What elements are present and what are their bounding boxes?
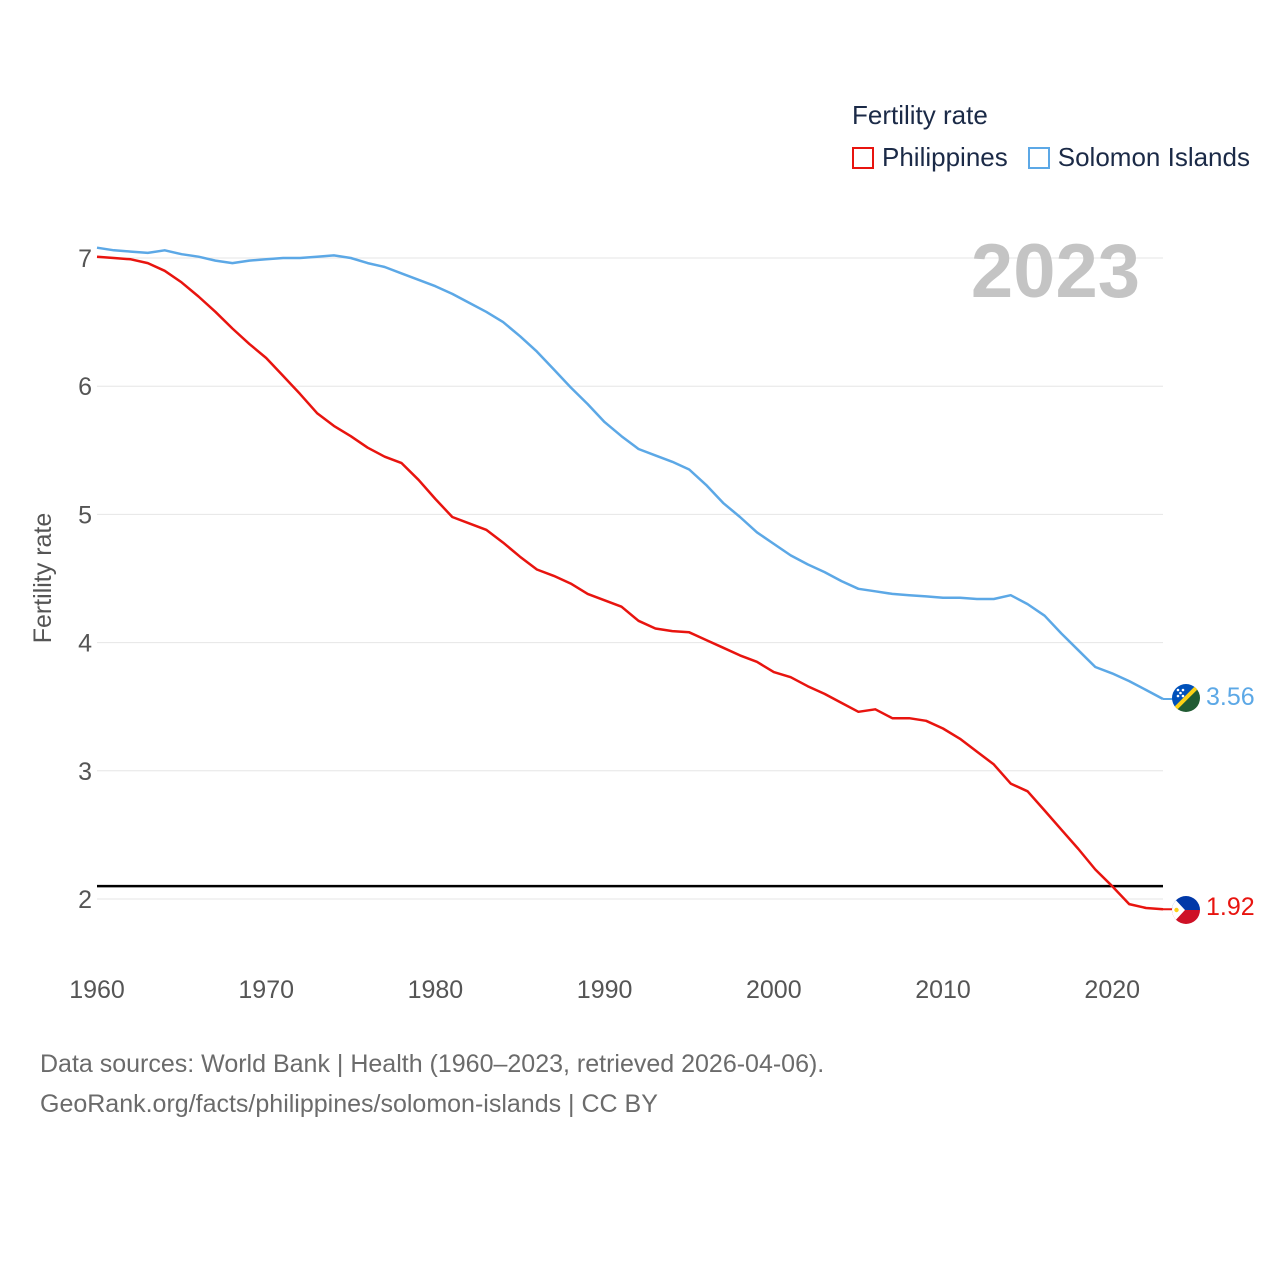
source-line-1: Data sources: World Bank | Health (1960–… [40, 1050, 825, 1078]
x-tick-label: 2010 [915, 976, 971, 1004]
legend-title: Fertility rate [852, 100, 988, 130]
source-note: Data sources: World Bank | Health (1960–… [40, 1044, 824, 1124]
axis-tick-labels: 2 3 4 5 6 7 1960 1970 1980 1990 2000 2010 2020 [69, 245, 1140, 1004]
y-tick-label: 3 [78, 758, 92, 786]
x-tick-label: 2000 [746, 976, 802, 1004]
y-tick-label: 7 [78, 245, 92, 273]
solomon-islands-flag-icon [1172, 684, 1200, 712]
x-tick-label: 1970 [238, 976, 294, 1004]
series-line-solomon-islands[interactable] [96, 246, 1164, 701]
legend-label-philippines: Philippines [882, 142, 1008, 172]
legend: Philippines Solomon Islands [852, 142, 1270, 173]
series-lines [96, 246, 1173, 911]
year-label: 2023 [970, 229, 1140, 314]
x-tick-label: 1980 [408, 976, 464, 1004]
legend-swatch-philippines [852, 146, 874, 169]
legend-item-solomon-islands[interactable]: Solomon Islands [1027, 142, 1250, 173]
end-value-philippines: 1.92 [1206, 893, 1255, 921]
y-axis-title: Fertility rate [29, 513, 57, 644]
legend-swatch-solomon-islands [1027, 146, 1050, 169]
x-tick-label: 1990 [577, 976, 633, 1004]
y-tick-label: 5 [78, 501, 92, 529]
grid-lines [97, 257, 1163, 900]
y-tick-label: 6 [78, 373, 92, 401]
y-tick-label: 2 [78, 886, 92, 914]
philippines-flag-icon [1172, 896, 1200, 924]
source-line-2[interactable]: GeoRank.org/facts/philippines/solomon-is… [40, 1090, 658, 1118]
series-line-philippines[interactable] [96, 255, 1164, 911]
end-value-solomon-islands: 3.56 [1206, 683, 1255, 711]
x-tick-label: 2020 [1084, 976, 1140, 1004]
legend-label-solomon-islands: Solomon Islands [1057, 142, 1250, 172]
legend-item-philippines[interactable]: Philippines [852, 142, 1008, 173]
x-tick-label: 1960 [69, 976, 125, 1004]
y-tick-label: 4 [78, 630, 92, 658]
